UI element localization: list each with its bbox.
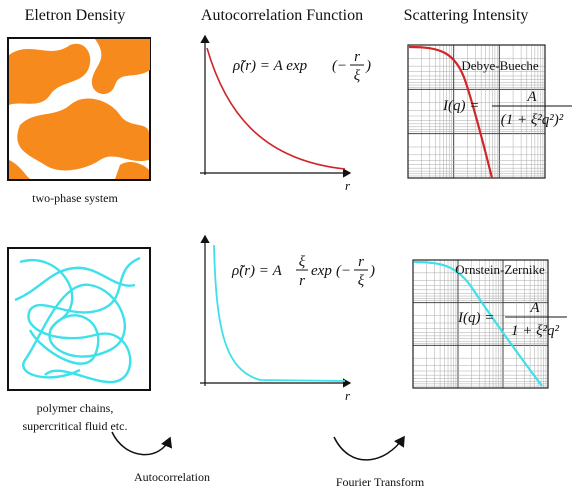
equation: ξ	[358, 273, 365, 289]
transform-label: Autocorrelation	[134, 470, 210, 484]
two-phase-box	[8, 38, 150, 180]
polymer-box	[8, 248, 150, 390]
caption: polymer chains,	[37, 401, 114, 415]
diagram: Eletron Density Autocorrelation Function…	[0, 0, 575, 490]
equation: )	[369, 263, 375, 279]
arrow	[112, 432, 170, 455]
autocorr-axes	[200, 36, 350, 175]
equation: 1 + ξ²q²	[511, 323, 560, 339]
equation: A	[529, 300, 540, 316]
caption: two-phase system	[32, 191, 118, 205]
equation: r	[358, 254, 364, 270]
equation: I(q) =	[457, 310, 494, 326]
header: Scattering Intensity	[404, 7, 529, 24]
equation: A	[526, 89, 537, 105]
equation: )	[365, 58, 371, 74]
transform-label: Fourier Transform	[336, 475, 425, 489]
equation: r	[354, 49, 360, 65]
equation: (−	[332, 58, 347, 74]
equation: ρ̃(r) = A	[231, 263, 283, 279]
equation: (−	[336, 263, 351, 279]
axis-label: r	[345, 178, 351, 193]
equation: ξ	[354, 68, 361, 84]
arrow	[334, 437, 404, 460]
equation: ξ	[299, 254, 306, 270]
header: Eletron Density	[25, 7, 126, 24]
model-name: Ornstein-Zernike	[455, 262, 545, 277]
header: Autocorrelation Function	[201, 7, 363, 24]
autocorr-axes	[200, 236, 350, 386]
equation: I(q) =	[442, 98, 479, 114]
caption: supercritical fluid etc.	[23, 419, 128, 433]
equation: ρ̃(r) = A exp	[232, 58, 308, 74]
axis-label: r	[345, 388, 351, 403]
equation: exp	[311, 263, 332, 279]
model-name: Debye-Bueche	[461, 58, 538, 73]
equation: (1 + ξ²q²)²	[501, 112, 564, 128]
equation: r	[299, 273, 305, 289]
